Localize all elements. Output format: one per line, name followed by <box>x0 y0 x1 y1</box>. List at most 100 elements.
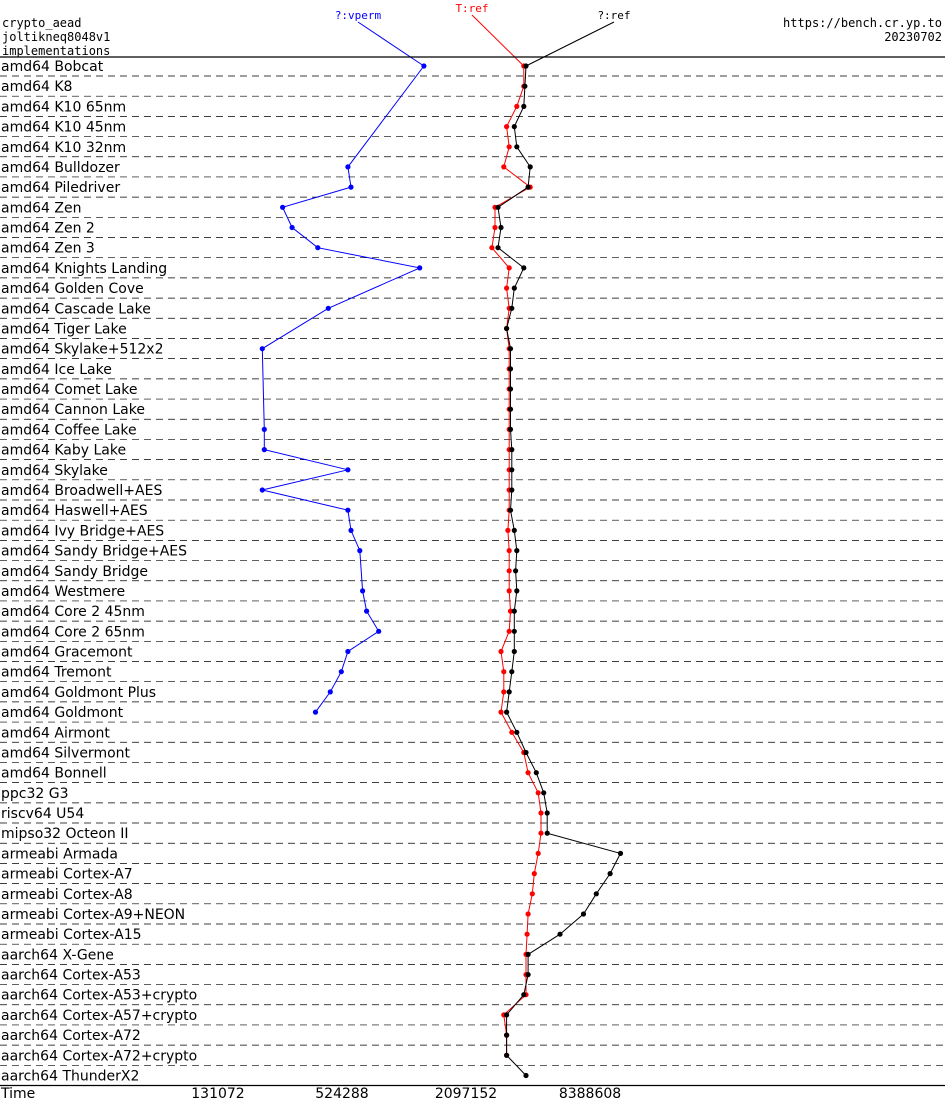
row-label: amd64 Gracemont <box>1 645 133 661</box>
ref-point <box>504 325 510 332</box>
row-label: aarch64 Cortex-A72 <box>1 1028 141 1044</box>
row-label: amd64 K10 65nm <box>1 99 126 115</box>
row-label: armeabi Cortex-A8 <box>1 887 133 903</box>
row-label: amd64 Zen <box>1 200 81 216</box>
ref-point <box>544 810 550 816</box>
header-url: https://bench.cr.yp.to <box>783 16 942 30</box>
row-label: amd64 Westmere <box>1 584 125 600</box>
vperm-point <box>376 628 382 634</box>
row-label: amd64 Bobcat <box>1 59 104 75</box>
ref-point <box>593 891 599 897</box>
tref-point <box>531 871 537 877</box>
vperm-point <box>261 447 267 453</box>
ref-point <box>504 1012 510 1018</box>
tref-point <box>506 265 512 271</box>
ref-point <box>617 850 624 857</box>
vperm-point <box>364 608 370 614</box>
row-label: ppc32 G3 <box>1 786 69 802</box>
row-label: amd64 K10 32nm <box>1 140 126 156</box>
row-label: armeabi Cortex-A7 <box>1 867 133 883</box>
row-label: amd64 Golden Cove <box>1 281 144 297</box>
row-label: aarch64 Cortex-A53+crypto <box>1 988 197 1004</box>
ref-point <box>525 951 531 958</box>
ref-point <box>514 144 520 150</box>
vperm-point <box>417 265 423 271</box>
row-label: amd64 K8 <box>1 79 72 95</box>
tref-point <box>501 164 507 170</box>
tref-point <box>506 144 512 150</box>
row-label: mipso32 Octeon II <box>1 826 129 842</box>
ref-point <box>533 770 539 776</box>
ref-point <box>504 1052 510 1058</box>
ref-point <box>514 548 520 554</box>
ref-point <box>525 184 531 190</box>
ref-point <box>509 305 515 311</box>
row-label: amd64 Airmont <box>1 725 110 741</box>
vperm-point <box>360 588 366 594</box>
ref-point <box>507 426 514 432</box>
ref-point <box>507 406 514 412</box>
tref-point <box>501 669 507 675</box>
row-label: amd64 Core 2 45nm <box>1 604 145 620</box>
ref-legend-label: ?:ref <box>597 9 630 22</box>
row-label: riscv64 U54 <box>1 806 84 822</box>
tref-point <box>492 224 498 231</box>
row-label: amd64 Cascade Lake <box>1 301 151 317</box>
vperm-legend-label: ?:vperm <box>335 9 382 22</box>
tref-point <box>506 588 512 594</box>
ref-legend-leader <box>525 21 615 67</box>
row-label: amd64 Goldmont Plus <box>1 685 156 701</box>
x-axis: Time 131072 524288 2097152 8388608 <box>0 1086 621 1102</box>
ref-point <box>511 608 517 614</box>
ref-point <box>507 346 514 352</box>
row-label: amd64 Haswell+AES <box>1 503 148 519</box>
vperm-point <box>327 689 333 695</box>
row-label: armeabi Cortex-A9+NEON <box>1 907 185 923</box>
ref-point <box>523 63 529 69</box>
row-label: amd64 Knights Landing <box>1 261 167 277</box>
ref-point <box>513 568 519 574</box>
row-label: aarch64 Cortex-A57+crypto <box>1 1008 197 1024</box>
vperm-point <box>345 164 351 170</box>
ref-point <box>521 103 527 109</box>
tref-point <box>501 689 507 695</box>
row-label: amd64 Sandy Bridge+AES <box>1 544 187 560</box>
tref-point <box>525 911 531 917</box>
ref-point <box>506 689 512 695</box>
row-label: amd64 Ice Lake <box>1 362 112 378</box>
row-label: aarch64 ThunderX2 <box>1 1069 139 1085</box>
row-grid <box>0 56 945 1087</box>
vperm-point <box>259 487 265 493</box>
x-tick-label: 131072 <box>191 1086 244 1102</box>
tref-point <box>509 729 515 735</box>
ref-point <box>514 588 520 594</box>
ref-point <box>580 911 587 917</box>
ref-point <box>525 972 531 978</box>
row-label: armeabi Cortex-A15 <box>1 927 142 943</box>
row-label: aarch64 X-Gene <box>1 947 114 963</box>
vperm-point <box>289 224 295 231</box>
tref-line <box>491 66 542 1056</box>
ref-point <box>521 265 527 271</box>
row-label: amd64 Bonnell <box>1 766 107 782</box>
ref-point <box>541 790 547 796</box>
row-label: amd64 Zen 2 <box>1 221 95 237</box>
tref-point <box>504 124 510 130</box>
ref-point <box>509 447 515 453</box>
ref-point <box>504 1032 510 1038</box>
row-label: amd64 Ivy Bridge+AES <box>1 523 164 539</box>
vperm-point <box>348 184 354 190</box>
header-implementations: implementations <box>2 44 110 58</box>
ref-point <box>507 386 514 392</box>
row-label: aarch64 Cortex-A72+crypto <box>1 1048 197 1064</box>
vperm-point <box>325 305 331 311</box>
vperm-point <box>345 467 351 473</box>
vperm-point <box>345 648 351 655</box>
tref-point <box>535 850 541 857</box>
vperm-point <box>261 426 267 432</box>
tref-point <box>506 628 512 634</box>
row-label: amd64 Skylake <box>1 463 108 479</box>
vperm-point <box>348 527 354 534</box>
ref-point <box>504 709 510 715</box>
